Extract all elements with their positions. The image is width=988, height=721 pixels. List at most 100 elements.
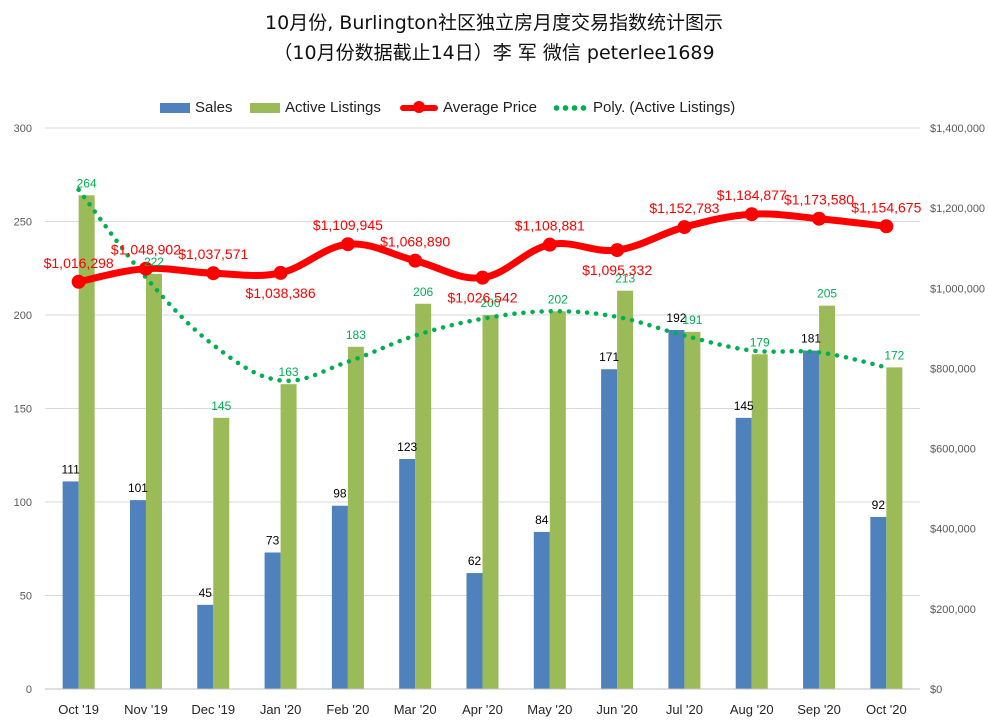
legend-item-sales: Sales xyxy=(160,99,233,116)
point-average-price xyxy=(677,220,692,235)
bar-active xyxy=(213,417,230,689)
x-tick-label: Nov '19 xyxy=(124,702,168,717)
label-price: $1,026,542 xyxy=(447,290,517,306)
x-tick-label: Dec '19 xyxy=(191,702,235,717)
label-active: 222 xyxy=(144,255,164,269)
label-sales: 101 xyxy=(128,481,148,495)
bar-sales xyxy=(533,531,550,689)
bar-active xyxy=(347,346,364,689)
y-left-tick-label: 300 xyxy=(14,123,32,135)
x-tick-label: Oct '19 xyxy=(58,702,99,717)
point-average-price xyxy=(71,274,86,289)
label-price: $1,152,783 xyxy=(649,200,719,216)
label-price: $1,109,945 xyxy=(313,217,383,233)
bar-sales xyxy=(62,481,79,689)
bar-sales xyxy=(668,329,685,689)
legend-label-poly: Poly. (Active Listings) xyxy=(593,99,736,116)
x-tick-label: Jan '20 xyxy=(260,702,302,717)
point-average-price xyxy=(744,207,759,222)
label-price: $1,038,386 xyxy=(246,285,316,301)
point-average-price xyxy=(879,219,894,234)
label-price: $1,095,332 xyxy=(582,262,652,278)
label-price: $1,154,675 xyxy=(851,199,921,215)
bar-active xyxy=(549,311,566,689)
point-average-price xyxy=(610,243,625,258)
label-active: 205 xyxy=(817,287,837,301)
bar-active xyxy=(819,305,836,689)
bar-sales xyxy=(601,369,618,689)
bar-active xyxy=(751,354,768,689)
label-active: 213 xyxy=(615,272,635,286)
label-price: $1,173,580 xyxy=(784,192,854,208)
legend-swatch-sales xyxy=(160,102,190,113)
legend-item-poly: Poly. (Active Listings) xyxy=(552,99,735,116)
legend-swatch-price xyxy=(400,100,438,113)
x-tick-label: Apr '20 xyxy=(462,702,503,717)
label-sales: 84 xyxy=(535,513,549,527)
label-sales: 45 xyxy=(199,586,213,600)
bar-sales xyxy=(870,516,887,689)
legend-label-sales: Sales xyxy=(195,99,233,116)
y-left-tick-label: 100 xyxy=(14,497,32,509)
legend-swatch-active xyxy=(250,102,280,113)
chart-subtitle: （10月份数据截止14日）李 军 微信 peterlee1689 xyxy=(273,42,715,64)
bar-active xyxy=(145,273,162,689)
legend-item-price: Average Price xyxy=(400,99,537,116)
bar-active xyxy=(78,195,95,689)
x-tick-label: Sep '20 xyxy=(797,702,841,717)
x-tick-label: Jul '20 xyxy=(666,702,703,717)
bar-sales xyxy=(264,552,281,689)
label-sales: 98 xyxy=(333,487,347,501)
y-right-tick-label: $200,000 xyxy=(930,604,976,616)
label-price: $1,068,890 xyxy=(380,234,450,250)
label-sales: 171 xyxy=(599,350,619,364)
x-tick-label: Jun '20 xyxy=(596,702,638,717)
y-left-tick-label: 150 xyxy=(14,404,32,416)
label-price: $1,037,571 xyxy=(178,246,248,262)
bar-active xyxy=(280,384,297,689)
legend-swatch-poly xyxy=(552,104,588,111)
label-active: 206 xyxy=(413,285,433,299)
bar-active xyxy=(482,315,499,689)
label-active: 145 xyxy=(211,399,231,413)
trendline-active-listings xyxy=(76,187,889,384)
axes: 0 50 100 150 200 250 300 $0 $200,000 $400,000 $600… xyxy=(14,123,985,717)
point-average-price xyxy=(206,266,221,281)
label-price: $1,108,881 xyxy=(515,218,585,234)
point-average-price xyxy=(340,237,355,252)
point-average-price xyxy=(475,270,490,285)
bar-sales xyxy=(803,350,820,689)
x-tick-label: May '20 xyxy=(527,702,572,717)
y-left-tick-label: 200 xyxy=(14,310,32,322)
point-average-price xyxy=(138,261,153,276)
point-average-price xyxy=(812,211,827,226)
y-right-tick-label: $0 xyxy=(930,684,942,696)
y-right-tick-label: $1,400,000 xyxy=(930,123,985,135)
x-tick-label: Oct '20 xyxy=(866,702,907,717)
y-right-tick-label: $600,000 xyxy=(930,444,976,456)
bar-sales xyxy=(197,604,214,689)
legend: Sales Active Listings Average Price Poly… xyxy=(0,99,988,121)
y-right-tick-label: $800,000 xyxy=(930,363,976,375)
price-line xyxy=(71,207,894,289)
y-right-tick-label: $400,000 xyxy=(930,524,976,536)
x-tick-label: Mar '20 xyxy=(394,702,437,717)
legend-item-active: Active Listings xyxy=(250,99,381,116)
y-right-tick-label: $1,000,000 xyxy=(930,283,985,295)
bar-sales xyxy=(735,417,752,689)
label-price: $1,184,877 xyxy=(717,187,787,203)
bars xyxy=(62,195,903,689)
label-sales: 73 xyxy=(266,533,280,547)
label-sales: 192 xyxy=(666,311,686,325)
label-sales: 62 xyxy=(468,554,482,568)
bar-active xyxy=(415,303,432,689)
legend-label-active: Active Listings xyxy=(285,99,381,116)
label-active: 200 xyxy=(480,296,500,310)
bar-active xyxy=(886,367,903,689)
label-active: 202 xyxy=(548,292,568,306)
label-sales: 123 xyxy=(397,440,417,454)
label-active: 183 xyxy=(346,328,366,342)
y-left-tick-label: 0 xyxy=(26,684,32,696)
bar-sales xyxy=(399,458,416,689)
